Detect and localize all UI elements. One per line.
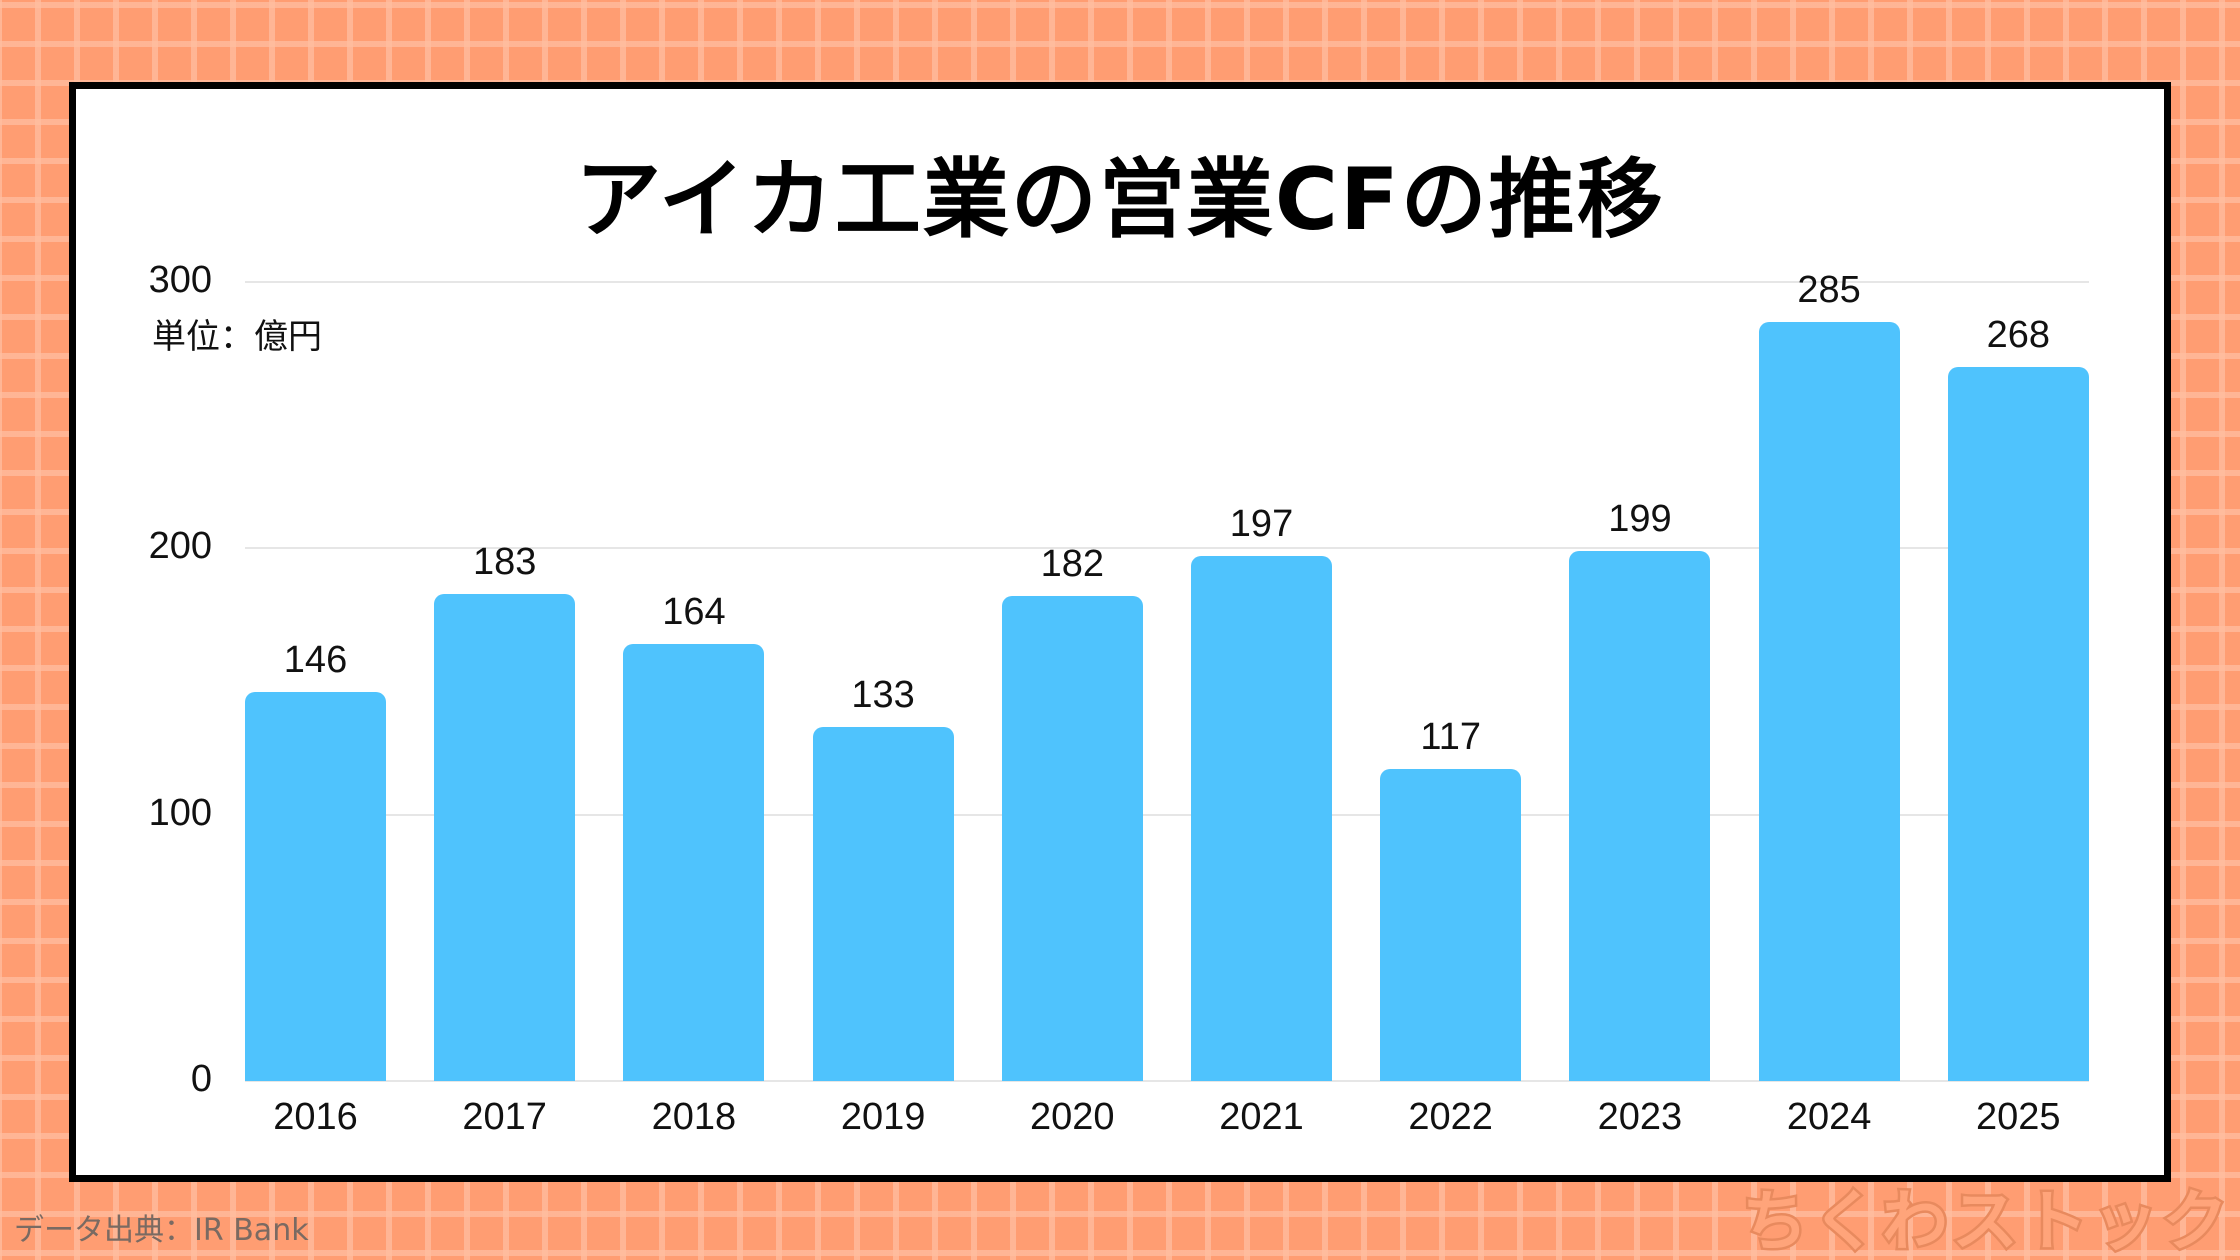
value-label: 199 xyxy=(1608,498,1672,541)
gridline xyxy=(245,813,2089,816)
chart-title: アイカ工業の営業CFの推移 xyxy=(575,150,1665,250)
value-label: 197 xyxy=(1229,503,1294,546)
bar-2021 xyxy=(1191,556,1332,1081)
plot-area: 0 100 200 300 146 2016 183 2017 164 2018 133 2019 18… xyxy=(76,89,2164,1175)
bar-2016 xyxy=(245,692,386,1081)
bar-2023 xyxy=(1569,551,1711,1081)
y-axis-tick-label: 100 xyxy=(148,791,212,834)
value-label: 146 xyxy=(283,639,348,682)
value-label: 182 xyxy=(1040,543,1104,586)
x-axis-tick-label: 2017 xyxy=(462,1096,547,1138)
bar-2022 xyxy=(1380,769,1522,1081)
bar-2018 xyxy=(623,644,765,1081)
x-axis-tick-label: 2021 xyxy=(1219,1096,1304,1138)
gridline xyxy=(245,281,2089,284)
bar-2017 xyxy=(434,593,576,1081)
value-label: 164 xyxy=(662,591,726,634)
x-axis-tick-label: 2019 xyxy=(840,1096,926,1138)
value-label: 268 xyxy=(1986,314,2050,357)
x-axis-tick-label: 2020 xyxy=(1030,1096,1115,1138)
x-axis-tick-label: 2022 xyxy=(1408,1096,1493,1138)
bar-2019 xyxy=(812,726,954,1081)
x-axis-tick-label: 2025 xyxy=(1976,1096,2061,1138)
data-source: データ出典：IR Bank xyxy=(14,1213,309,1248)
gridline xyxy=(245,1080,2089,1082)
gridline xyxy=(245,547,2089,550)
value-label: 183 xyxy=(472,540,537,583)
bar-2024 xyxy=(1758,322,1900,1081)
unit-label: 単位：億円 xyxy=(152,317,322,357)
value-label: 285 xyxy=(1797,269,1861,312)
y-axis-tick-label: 200 xyxy=(148,525,212,568)
x-axis-tick-label: 2018 xyxy=(651,1096,737,1138)
x-axis-tick-label: 2016 xyxy=(273,1096,358,1138)
bar-2025 xyxy=(1947,367,2089,1081)
y-axis-tick-label: 0 xyxy=(190,1058,212,1100)
x-axis-tick-label: 2024 xyxy=(1786,1096,1872,1138)
brand-logo: ちくわストック xyxy=(1740,1182,2232,1260)
chart-frame: アイカ工業の営業CFの推移 単位：億円 0 100 200 300 146 2016 183… xyxy=(69,82,2171,1182)
x-axis-tick-label: 2023 xyxy=(1597,1096,1683,1138)
value-label: 133 xyxy=(851,673,915,716)
bar-2020 xyxy=(1001,596,1143,1081)
value-label: 117 xyxy=(1420,716,1481,759)
y-axis-tick-label: 300 xyxy=(148,259,212,302)
